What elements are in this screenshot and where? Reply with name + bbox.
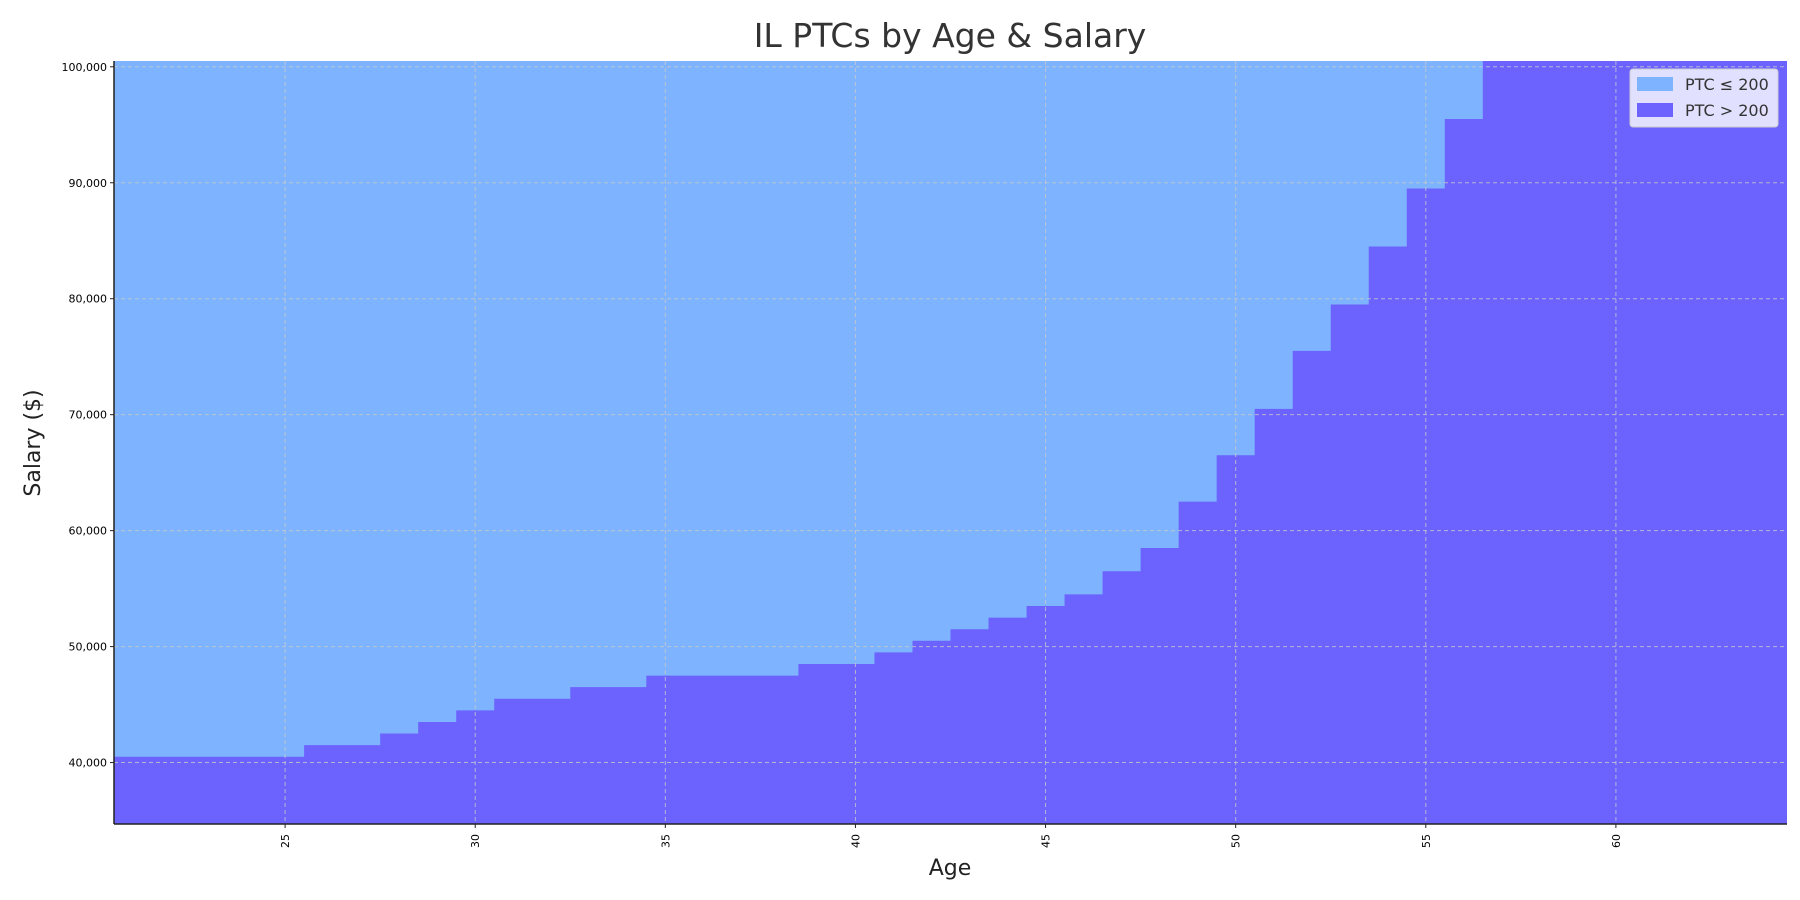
- x-tick-label: 60: [1610, 834, 1623, 848]
- chart-title: IL PTCs by Age & Salary: [754, 16, 1147, 55]
- x-axis-title: Age: [929, 856, 972, 881]
- y-tick-label: 80,000: [69, 293, 108, 306]
- y-tick-label: 100,000: [62, 61, 108, 74]
- tick-labels: 25 30 35 40 45 50 55 60 40,000 50,000 60,000 70,000…: [62, 61, 1623, 848]
- legend-swatch-ptc-le-200: [1637, 77, 1673, 91]
- grid: [114, 61, 1787, 824]
- legend-label-ptc-gt-200: PTC > 200: [1685, 101, 1769, 120]
- plot-area: [114, 61, 1787, 824]
- legend-swatch-ptc-gt-200: [1637, 103, 1673, 117]
- y-tick-label: 90,000: [69, 177, 108, 190]
- axes: [113, 61, 1787, 825]
- x-tick-label: 30: [469, 834, 482, 848]
- y-tick-label: 40,000: [69, 757, 108, 770]
- x-tick-label: 40: [849, 834, 862, 848]
- x-tick-label: 35: [659, 834, 672, 848]
- x-tick-label: 25: [279, 834, 292, 848]
- x-tick-label: 55: [1420, 834, 1433, 848]
- y-tick-label: 50,000: [69, 641, 108, 654]
- y-axis-title: Salary ($): [21, 389, 46, 496]
- legend: PTC ≤ 200 PTC > 200: [1629, 68, 1779, 128]
- region-ptc-gt-200: [114, 61, 1787, 824]
- y-tick-label: 60,000: [69, 525, 108, 538]
- y-tick-label: 70,000: [69, 409, 108, 422]
- legend-label-ptc-le-200: PTC ≤ 200: [1685, 75, 1769, 94]
- x-tick-label: 45: [1040, 834, 1053, 848]
- x-tick-label: 50: [1230, 834, 1243, 848]
